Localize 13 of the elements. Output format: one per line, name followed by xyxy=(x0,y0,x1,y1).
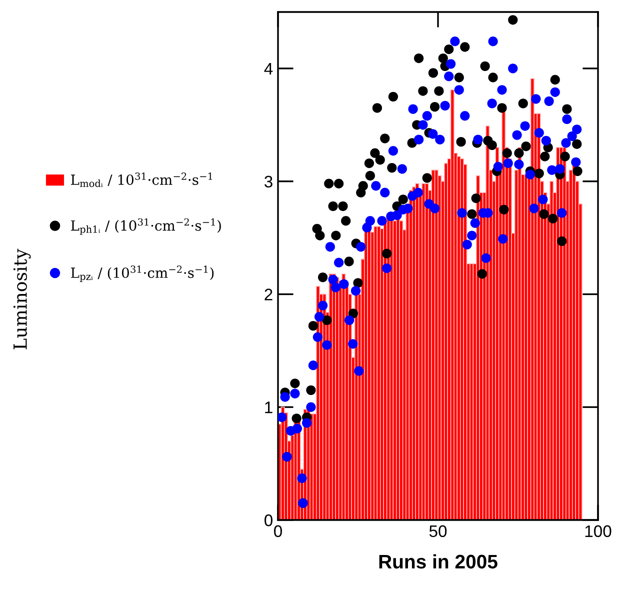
y-tick-label: 4 xyxy=(264,63,273,74)
text: L$_{ph1ᵢ}$ / (10$^{31}$·cm$^{−2}$·s$^{−1}$) xyxy=(71,218,221,235)
legend-label: L$_{modᵢ}$ / 10$^{31}$·cm$^{−2}$·s$^{−1}$ xyxy=(71,172,212,188)
x-tick-label: 50 xyxy=(429,525,447,538)
text: Luminosity xyxy=(13,248,31,350)
y-tick-label: 3 xyxy=(264,176,272,188)
y-tick-label: 2 xyxy=(264,288,272,300)
text: L$_{pzᵢ}$ / (10$^{31}$·cm$^{−2}$·s$^{−1}$) xyxy=(71,266,214,282)
y-tick-label: 0 xyxy=(264,514,272,526)
y-tick-label: 1 xyxy=(265,402,272,414)
x-tick-label: 0 xyxy=(274,525,282,538)
x-tick-label: 100 xyxy=(585,525,612,538)
x-axis-title: Runs in 2005 xyxy=(379,554,498,569)
